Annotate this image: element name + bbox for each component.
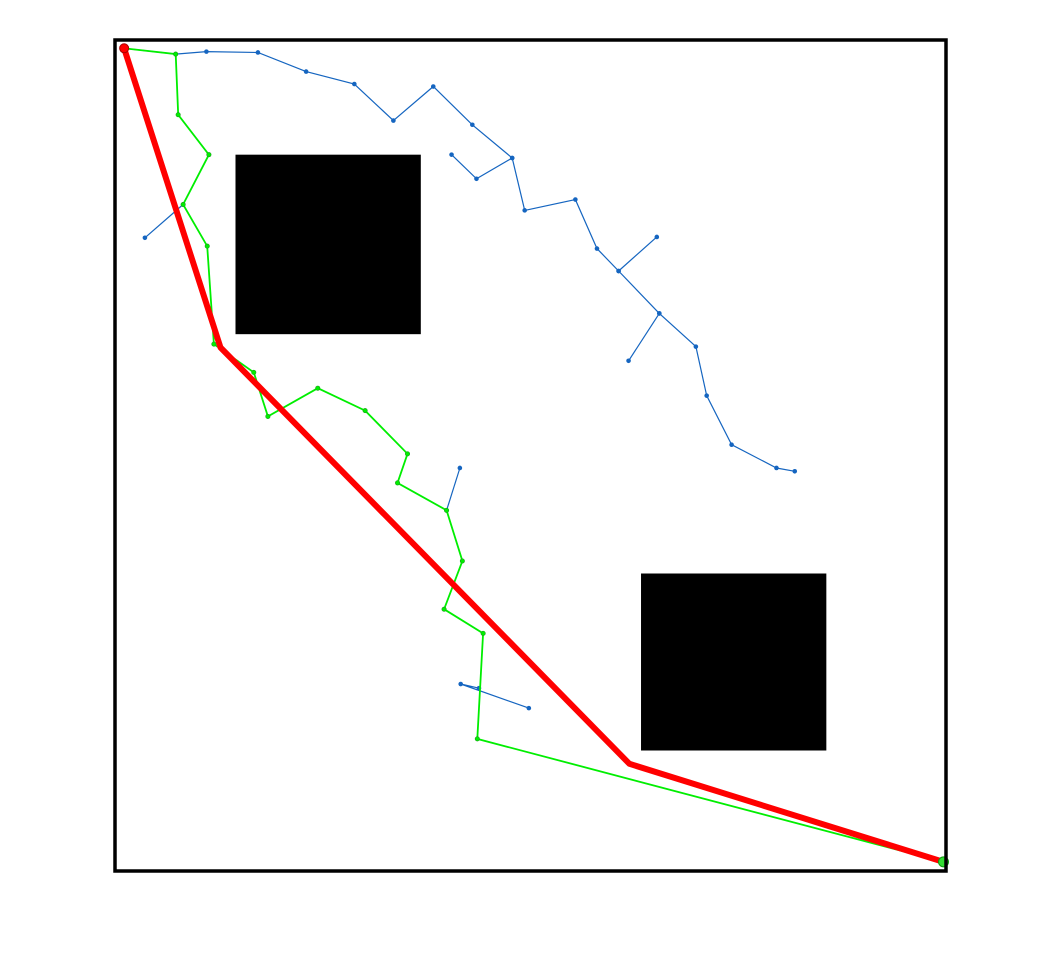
tree-node bbox=[142, 235, 148, 241]
tree-node bbox=[522, 208, 527, 213]
tree-branch-1 bbox=[124, 47, 795, 472]
tree-node bbox=[626, 358, 631, 364]
tree-node bbox=[474, 176, 479, 182]
explored-path-layer bbox=[121, 45, 947, 865]
tree-node bbox=[573, 197, 578, 202]
tree-node bbox=[774, 465, 779, 471]
explored-path-node bbox=[315, 385, 321, 391]
tree-node bbox=[255, 50, 261, 55]
tree-node bbox=[594, 246, 600, 251]
obstacle-1 bbox=[235, 154, 421, 335]
tree-node bbox=[303, 69, 309, 74]
tree-node bbox=[704, 393, 709, 398]
explored-path-node bbox=[474, 736, 480, 742]
explored-path-node bbox=[204, 243, 210, 249]
tree-node bbox=[470, 122, 475, 128]
obstacle-2 bbox=[641, 573, 827, 751]
tree-layer bbox=[121, 46, 798, 711]
tree-node bbox=[654, 234, 660, 240]
explored-path-node bbox=[362, 408, 368, 414]
explored-path-node bbox=[441, 606, 447, 612]
tree-node bbox=[693, 344, 699, 349]
explored-path-node bbox=[395, 480, 401, 486]
explored-path-node bbox=[206, 152, 212, 158]
tree-node bbox=[509, 155, 515, 161]
explored-path-node bbox=[251, 369, 257, 375]
tree-node bbox=[457, 465, 463, 471]
explored-path-node bbox=[459, 558, 465, 564]
obstacles-layer bbox=[235, 154, 827, 751]
tree-node bbox=[526, 705, 532, 711]
tree-node bbox=[204, 49, 209, 54]
tree-branch-4 bbox=[628, 313, 660, 362]
explored-path-node bbox=[180, 202, 186, 208]
tree-node bbox=[792, 468, 798, 474]
explored-path-node bbox=[265, 413, 271, 419]
plot-frame bbox=[113, 38, 948, 873]
tree-node bbox=[729, 442, 734, 447]
tree-branch-6 bbox=[446, 467, 461, 511]
explored-path-node bbox=[175, 112, 181, 118]
start-marker bbox=[119, 43, 130, 54]
tree-node bbox=[657, 311, 662, 316]
final-path-line bbox=[121, 45, 947, 865]
tree-node bbox=[430, 84, 436, 89]
explored-path-node bbox=[211, 341, 217, 347]
tree-node bbox=[391, 118, 396, 123]
explored-path-node bbox=[480, 630, 486, 636]
final-path-layer bbox=[121, 45, 947, 865]
tree-branch-3 bbox=[618, 236, 658, 272]
tree-node bbox=[352, 81, 357, 87]
tree-node bbox=[616, 268, 621, 274]
explored-path-node bbox=[444, 507, 450, 513]
explored-path-node bbox=[173, 51, 179, 57]
explored-path-node bbox=[405, 451, 411, 457]
tree-node bbox=[458, 681, 463, 687]
tree-node bbox=[449, 152, 454, 157]
